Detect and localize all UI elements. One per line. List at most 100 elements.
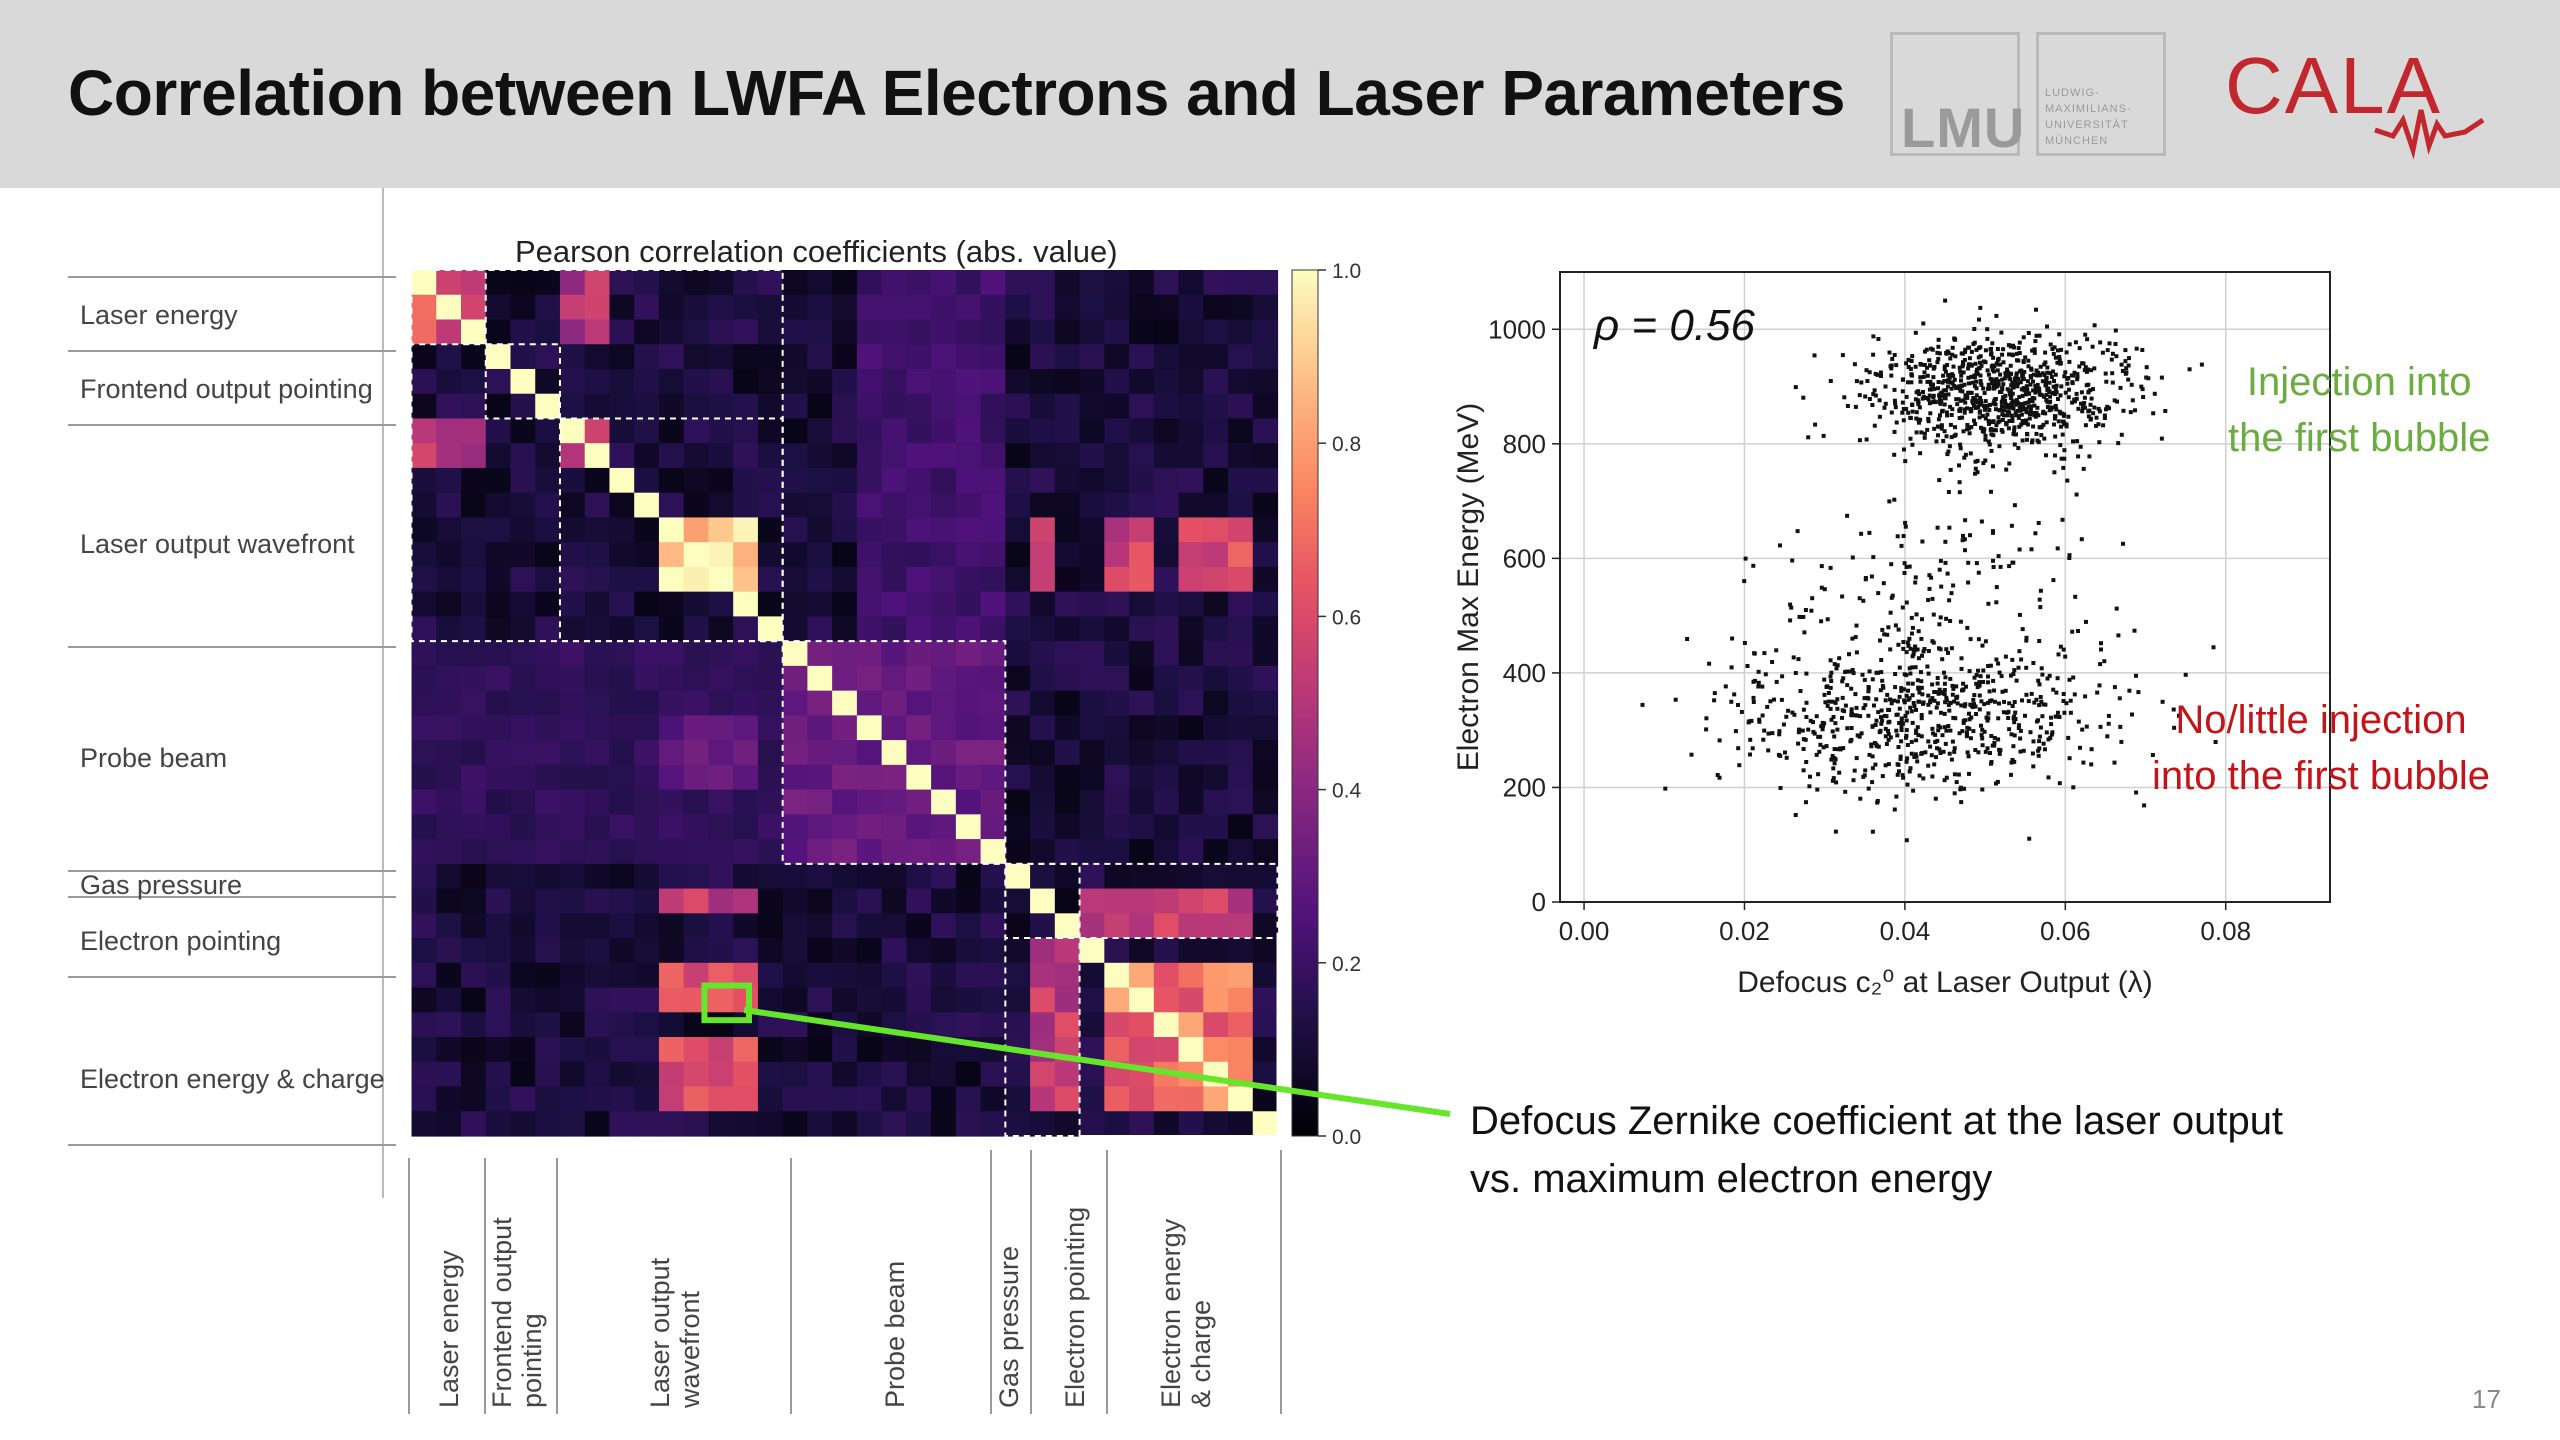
heatmap-cell bbox=[1178, 517, 1204, 543]
col-divider bbox=[556, 1158, 558, 1414]
heatmap-cell bbox=[1228, 1012, 1254, 1038]
scatter-point bbox=[1968, 533, 1972, 538]
heatmap-cell bbox=[1104, 418, 1130, 444]
scatter-point bbox=[1906, 681, 1911, 686]
heatmap-cell bbox=[733, 1012, 759, 1038]
heatmap-cell bbox=[1178, 467, 1204, 494]
scatter-point bbox=[2017, 351, 2022, 355]
heatmap-cell bbox=[658, 1111, 685, 1137]
heatmap-cell bbox=[485, 1086, 512, 1112]
scatter-point bbox=[1963, 400, 1968, 405]
heatmap-cell bbox=[807, 789, 833, 815]
heatmap-cell bbox=[955, 591, 982, 617]
heatmap-cell bbox=[559, 789, 586, 815]
scatter-point bbox=[1987, 689, 1992, 694]
heatmap-cell bbox=[559, 987, 586, 1013]
scatter-point bbox=[2063, 390, 2068, 395]
heatmap-cell bbox=[782, 542, 808, 568]
scatter-point bbox=[1841, 746, 1846, 751]
scatter-point bbox=[2005, 387, 2010, 392]
heatmap-cell bbox=[807, 938, 833, 964]
scatter-point bbox=[1961, 721, 1966, 725]
scatter-point bbox=[1883, 401, 1888, 406]
scatter-point bbox=[1939, 423, 1944, 428]
scatter-point bbox=[1949, 435, 1954, 440]
scatter-point bbox=[2062, 448, 2067, 453]
heatmap-cell bbox=[757, 368, 784, 395]
scatter-point bbox=[1795, 529, 1800, 534]
heatmap-cell bbox=[906, 319, 932, 345]
scatter-point bbox=[1750, 746, 1755, 751]
scatter-point bbox=[2037, 639, 2042, 643]
scatter-point bbox=[1997, 408, 2002, 413]
heatmap-cell bbox=[535, 1061, 561, 1088]
scatter-point bbox=[1967, 669, 1972, 674]
heatmap-cell bbox=[683, 839, 710, 865]
scatter-point bbox=[1960, 729, 1965, 734]
scatter-point bbox=[2064, 422, 2069, 427]
scatter-point bbox=[2008, 371, 2013, 376]
scatter-point bbox=[1685, 637, 1690, 641]
scatter-point bbox=[2037, 703, 2042, 708]
heatmap-cell bbox=[881, 616, 907, 642]
row-divider bbox=[68, 276, 396, 278]
scatter-point bbox=[2081, 466, 2086, 471]
scatter-point bbox=[2053, 714, 2058, 719]
heatmap-cell bbox=[955, 270, 982, 296]
heatmap-cell bbox=[881, 418, 907, 444]
scatter-point bbox=[1962, 704, 1967, 709]
scatter-point bbox=[2003, 373, 2008, 378]
heatmap-cell bbox=[856, 740, 883, 766]
scatter-point bbox=[1913, 752, 1918, 757]
scatter-point bbox=[1877, 398, 1882, 403]
row-label-gas-pressure: Gas pressure bbox=[80, 870, 243, 900]
scatter-point bbox=[1937, 567, 1942, 572]
heatmap-cell bbox=[881, 591, 907, 617]
scatter-point bbox=[1849, 726, 1854, 730]
scatter-point bbox=[2025, 437, 2029, 442]
heatmap-cell bbox=[1030, 962, 1056, 989]
heatmap-cell bbox=[683, 492, 710, 519]
scatter-point bbox=[1756, 684, 1761, 689]
slide-header: Correlation between LWFA Electrons and L… bbox=[0, 0, 2560, 188]
scatter-point bbox=[1978, 305, 1983, 310]
heatmap-cell bbox=[782, 492, 808, 519]
scatter-point bbox=[2028, 382, 2033, 387]
scatter-point bbox=[1822, 587, 1827, 592]
heatmap-cell bbox=[807, 1061, 833, 1088]
scatter-point bbox=[1990, 363, 1995, 368]
heatmap-cell bbox=[584, 1012, 611, 1038]
heatmap-cell bbox=[510, 863, 536, 890]
heatmap-cell bbox=[1153, 1061, 1180, 1088]
scatter-point bbox=[1903, 459, 1908, 464]
scatter-point bbox=[1828, 565, 1833, 570]
heatmap-cell bbox=[1252, 542, 1279, 568]
heatmap-cell bbox=[856, 517, 883, 543]
scatter-point bbox=[1903, 520, 1908, 525]
heatmap-cell bbox=[1005, 393, 1031, 420]
scatter-point bbox=[1822, 721, 1827, 726]
heatmap-cell bbox=[955, 566, 982, 593]
scatter-point bbox=[1820, 727, 1825, 732]
heatmap-cell bbox=[955, 715, 982, 741]
lmu-logo: LMU LUDWIG- MAXIMILIANS- UNIVERSITÄT MÜN… bbox=[1890, 32, 2166, 159]
scatter-point bbox=[1793, 385, 1798, 390]
heatmap-cell bbox=[832, 938, 858, 964]
heatmap-cell bbox=[782, 962, 808, 989]
heatmap-cell bbox=[955, 962, 982, 989]
scatter-point bbox=[1950, 352, 1955, 357]
scatter-point bbox=[1906, 643, 1911, 648]
lmu-logo-text: LMU bbox=[1901, 96, 2026, 159]
scatter-point bbox=[2049, 722, 2054, 727]
heatmap-cell bbox=[535, 492, 561, 519]
injection-label: Injection into the first bubble bbox=[2228, 360, 2491, 460]
scatter-point bbox=[2059, 384, 2064, 389]
scatter-point bbox=[2014, 373, 2019, 378]
scatter-point bbox=[1800, 728, 1805, 733]
scatter-point bbox=[1766, 731, 1771, 736]
heatmap-cell bbox=[980, 1111, 1006, 1137]
scatter-point bbox=[1936, 723, 1941, 728]
scatter-point bbox=[1979, 382, 1984, 387]
scatter-point bbox=[1855, 733, 1860, 738]
scatter-point bbox=[1883, 734, 1888, 739]
